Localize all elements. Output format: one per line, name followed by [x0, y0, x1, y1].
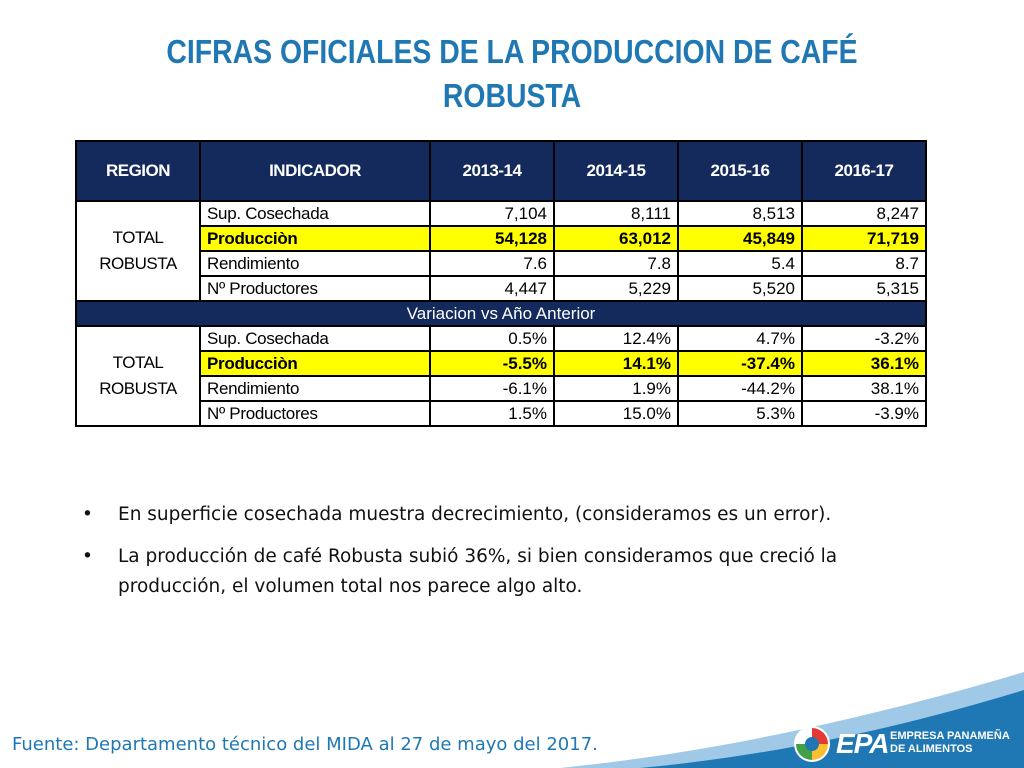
value-cell: 0.5% — [429, 325, 555, 352]
bullet-list: • En superficie cosechada muestra decrec… — [78, 500, 938, 614]
value-cell: -5.5% — [429, 350, 555, 377]
table-row-highlighted: Producciòn 54,128 63,012 45,849 71,719 — [76, 225, 927, 252]
value-cell: 7.8 — [553, 250, 679, 277]
source-footnote: Fuente: Departamento técnico del MIDA al… — [12, 734, 598, 755]
logo-name-line-1: EMPRESA PANAMEÑA — [890, 730, 1010, 742]
value-cell: 4.7% — [677, 325, 803, 352]
table-row: Rendimiento -6.1% 1.9% -44.2% 38.1% — [76, 375, 927, 402]
value-cell: 38.1% — [801, 375, 927, 402]
value-cell: 7,104 — [429, 200, 555, 227]
logo-acronym: EPA — [836, 728, 889, 759]
logo-company-name: EMPRESA PANAMEÑA DE ALIMENTOS — [890, 730, 1020, 756]
table-row: Nº Productores 1.5% 15.0% 5.3% -3.9% — [76, 400, 927, 427]
table-row: Rendimiento 7.6 7.8 5.4 8.7 — [76, 250, 927, 277]
list-item: • En superficie cosechada muestra decrec… — [78, 500, 938, 530]
value-cell: 36.1% — [801, 350, 927, 377]
variation-banner: Variacion vs Año Anterior — [75, 300, 927, 327]
header-year-2013-14: 2013-14 — [429, 140, 555, 202]
value-cell: -6.1% — [429, 375, 555, 402]
table-row-highlighted: Producciòn -5.5% 14.1% -37.4% 36.1% — [76, 350, 927, 377]
header-year-2015-16: 2015-16 — [677, 140, 803, 202]
header-indicator: INDICADOR — [199, 140, 431, 202]
value-cell: 4,447 — [429, 275, 555, 302]
value-cell: 5,315 — [801, 275, 927, 302]
header-region: REGION — [75, 140, 201, 202]
bullet-text: La producción de café Robusta subió 36%,… — [118, 546, 838, 597]
value-cell: -44.2% — [677, 375, 803, 402]
bullet-icon: • — [82, 504, 93, 525]
indicator-cell: Sup. Cosechada — [199, 200, 431, 227]
indicator-cell: Nº Productores — [199, 275, 431, 302]
variation-banner-row: Variacion vs Año Anterior — [75, 300, 927, 327]
header-year-2016-17: 2016-17 — [801, 140, 927, 202]
region-label-line-2: ROBUSTA — [99, 254, 177, 273]
value-cell: 8.7 — [801, 250, 927, 277]
table-row: TOTAL ROBUSTA Sup. Cosechada 7,104 8,111… — [75, 200, 927, 302]
value-cell: 63,012 — [553, 225, 679, 252]
slide-title-line-2: ROBUSTA — [442, 77, 582, 114]
value-cell: 14.1% — [553, 350, 679, 377]
region-cell: TOTAL ROBUSTA — [75, 325, 201, 427]
value-cell: 5.3% — [677, 400, 803, 427]
region-cell: TOTAL ROBUSTA — [75, 200, 201, 302]
logo-name-line-2: DE ALIMENTOS — [890, 743, 973, 755]
indicator-cell: Rendimiento — [199, 250, 431, 277]
value-cell: 7.6 — [429, 250, 555, 277]
value-cell: 5,520 — [677, 275, 803, 302]
list-item: • La producción de café Robusta subió 36… — [78, 542, 938, 602]
value-cell: 12.4% — [553, 325, 679, 352]
indicator-cell: Producciòn — [199, 225, 431, 252]
table-header-row: REGION INDICADOR 2013-14 2014-15 2015-16… — [75, 140, 927, 202]
company-logo: EPA EMPRESA PANAMEÑA DE ALIMENTOS — [792, 722, 1012, 766]
indicator-cell: Rendimiento — [199, 375, 431, 402]
value-cell: -3.2% — [801, 325, 927, 352]
value-cell: 15.0% — [553, 400, 679, 427]
region-label-line-1: TOTAL — [112, 353, 164, 372]
value-cell: 8,513 — [677, 200, 803, 227]
value-cell: 8,247 — [801, 200, 927, 227]
indicator-cell: Nº Productores — [199, 400, 431, 427]
bullet-text: En superficie cosechada muestra decrecim… — [118, 504, 832, 525]
indicator-cell: Producciòn — [199, 350, 431, 377]
table-row: TOTAL ROBUSTA Sup. Cosechada 0.5% 12.4% … — [75, 325, 927, 427]
value-cell: 5,229 — [553, 275, 679, 302]
bullet-icon: • — [82, 546, 93, 567]
table-row: Nº Productores 4,447 5,229 5,520 5,315 — [76, 275, 927, 302]
region-label-line-2: ROBUSTA — [99, 379, 177, 398]
header-year-2014-15: 2014-15 — [553, 140, 679, 202]
value-cell: 5.4 — [677, 250, 803, 277]
value-cell: 8,111 — [553, 200, 679, 227]
value-cell: 1.5% — [429, 400, 555, 427]
value-cell: -3.9% — [801, 400, 927, 427]
slide-title: CIFRAS OFICIALES DE LA PRODUCCION DE CAF… — [123, 30, 900, 118]
value-cell: 45,849 — [677, 225, 803, 252]
value-cell: 1.9% — [553, 375, 679, 402]
indicator-cell: Sup. Cosechada — [199, 325, 431, 352]
value-cell: 71,719 — [801, 225, 927, 252]
slide-title-line-1: CIFRAS OFICIALES DE LA PRODUCCION DE CAF… — [166, 33, 858, 70]
value-cell: 54,128 — [429, 225, 555, 252]
value-cell: -37.4% — [677, 350, 803, 377]
logo-emblem-icon — [794, 726, 830, 762]
coffee-production-table: REGION INDICADOR 2013-14 2014-15 2015-16… — [75, 140, 927, 427]
region-label-line-1: TOTAL — [112, 228, 164, 247]
